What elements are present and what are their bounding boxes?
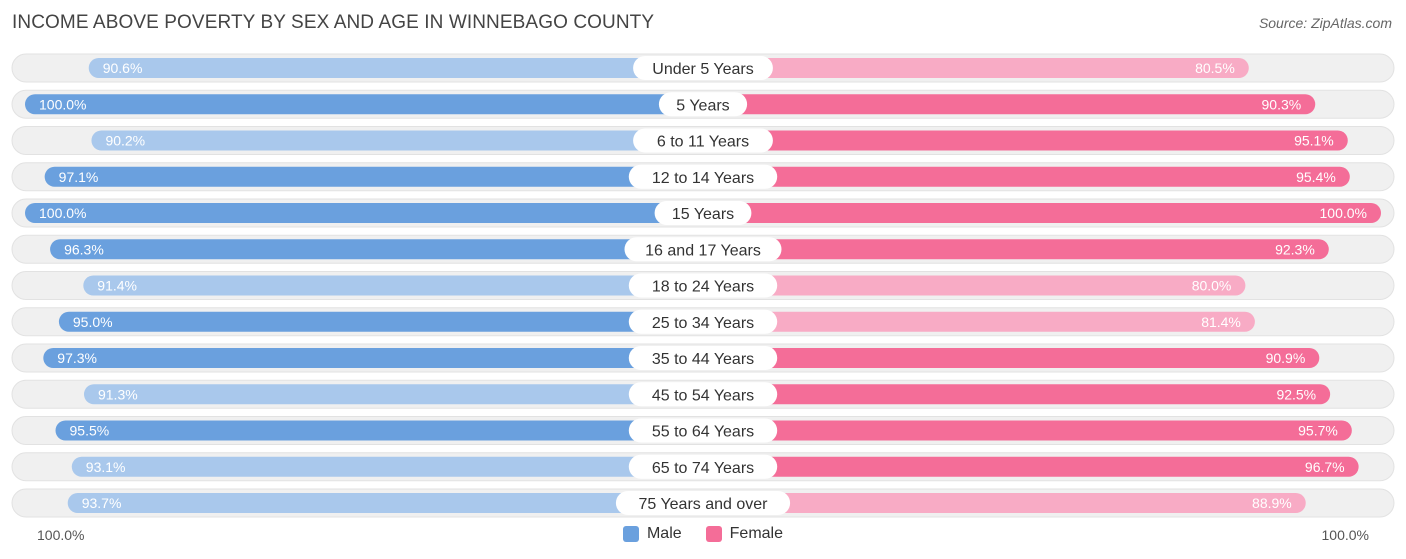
axis-left-label: 100.0% — [37, 527, 84, 543]
female-bar — [703, 420, 1352, 441]
male-bar — [50, 239, 703, 260]
legend: Male Female — [0, 525, 1406, 543]
female-value-label: 92.5% — [1276, 386, 1316, 402]
female-bar — [703, 493, 1306, 513]
male-value-label: 100.0% — [39, 205, 86, 221]
female-bar — [703, 456, 1359, 477]
legend-item-female[interactable]: Female — [705, 525, 784, 543]
male-value-label: 91.3% — [98, 386, 138, 402]
male-bar — [44, 166, 704, 187]
female-value-label: 90.9% — [1266, 350, 1306, 366]
category-label: 5 Years — [676, 97, 729, 114]
category-pill — [633, 128, 773, 153]
male-bar — [83, 384, 703, 405]
male-value-label: 100.0% — [39, 96, 86, 112]
female-value-label: 81.4% — [1201, 314, 1241, 330]
male-bar — [91, 130, 704, 151]
female-value-label: 100.0% — [1320, 205, 1367, 221]
male-value-label: 95.0% — [73, 314, 113, 330]
legend-swatch-male — [622, 526, 639, 542]
category-pill — [633, 56, 773, 80]
male-value-label: 97.3% — [57, 350, 97, 366]
male-bar — [83, 275, 704, 296]
female-value-label: 95.4% — [1296, 169, 1336, 185]
category-pill — [628, 418, 778, 443]
male-value-label: 93.7% — [82, 495, 122, 511]
category-label: 35 to 44 Years — [652, 351, 754, 368]
female-bar — [703, 58, 1249, 78]
female-bar — [703, 348, 1320, 368]
category-label: 25 to 34 Years — [652, 315, 754, 332]
category-pill — [628, 309, 778, 334]
category-pill — [658, 92, 748, 117]
category-pill — [615, 491, 791, 515]
category-label: 65 to 74 Years — [652, 460, 754, 477]
chart-title: INCOME ABOVE POVERTY BY SEX AND AGE IN W… — [12, 12, 655, 33]
category-label: 15 Years — [672, 206, 734, 223]
female-value-label: 88.9% — [1252, 495, 1292, 511]
female-bar — [703, 130, 1348, 151]
female-value-label: 95.7% — [1298, 423, 1338, 439]
male-bar — [55, 420, 703, 441]
male-value-label: 93.1% — [86, 459, 126, 475]
category-label: 75 Years and over — [639, 496, 769, 513]
female-value-label: 80.5% — [1195, 60, 1235, 76]
category-pill — [654, 201, 752, 225]
category-pill — [628, 382, 778, 407]
category-label: 55 to 64 Years — [652, 424, 754, 441]
male-bar — [43, 348, 703, 368]
female-bar — [703, 94, 1316, 115]
category-label: 6 to 11 Years — [657, 134, 749, 151]
category-label: Under 5 Years — [652, 61, 753, 78]
category-pill — [628, 346, 778, 370]
male-bar — [25, 94, 703, 115]
legend-swatch-female — [705, 526, 722, 542]
source-label: Source: ZipAtlas.com — [1258, 15, 1392, 31]
legend-label-male: Male — [646, 525, 682, 542]
female-value-label: 92.3% — [1275, 241, 1315, 257]
female-bar — [703, 166, 1350, 187]
category-label: 18 to 24 Years — [652, 279, 754, 296]
male-value-label: 95.5% — [70, 423, 110, 439]
axis-right-label: 100.0% — [1322, 527, 1369, 543]
category-pill — [624, 237, 782, 262]
male-value-label: 91.4% — [97, 278, 137, 294]
male-value-label: 90.2% — [105, 133, 145, 149]
male-bar — [58, 311, 703, 332]
female-bar — [703, 275, 1246, 296]
female-bar — [703, 239, 1329, 260]
male-bar — [88, 58, 704, 78]
female-bar — [703, 203, 1381, 223]
female-value-label: 90.3% — [1262, 96, 1302, 112]
male-bar — [67, 493, 704, 513]
category-label: 45 to 54 Years — [652, 387, 754, 404]
female-value-label: 80.0% — [1192, 278, 1232, 294]
male-bar — [25, 203, 703, 223]
female-bar — [703, 311, 1255, 332]
male-value-label: 96.3% — [64, 241, 104, 257]
category-pill — [628, 164, 778, 189]
category-label: 12 to 14 Years — [652, 170, 754, 187]
male-value-label: 97.1% — [59, 169, 99, 185]
female-bar — [703, 384, 1331, 405]
legend-label-female: Female — [729, 525, 784, 542]
male-bar — [71, 456, 704, 477]
category-label: 16 and 17 Years — [645, 242, 761, 259]
category-pill — [628, 273, 778, 298]
female-value-label: 96.7% — [1305, 459, 1345, 475]
category-pill — [628, 454, 778, 479]
legend-item-male[interactable]: Male — [622, 525, 682, 543]
female-value-label: 95.1% — [1294, 133, 1334, 149]
male-value-label: 90.6% — [103, 60, 143, 76]
